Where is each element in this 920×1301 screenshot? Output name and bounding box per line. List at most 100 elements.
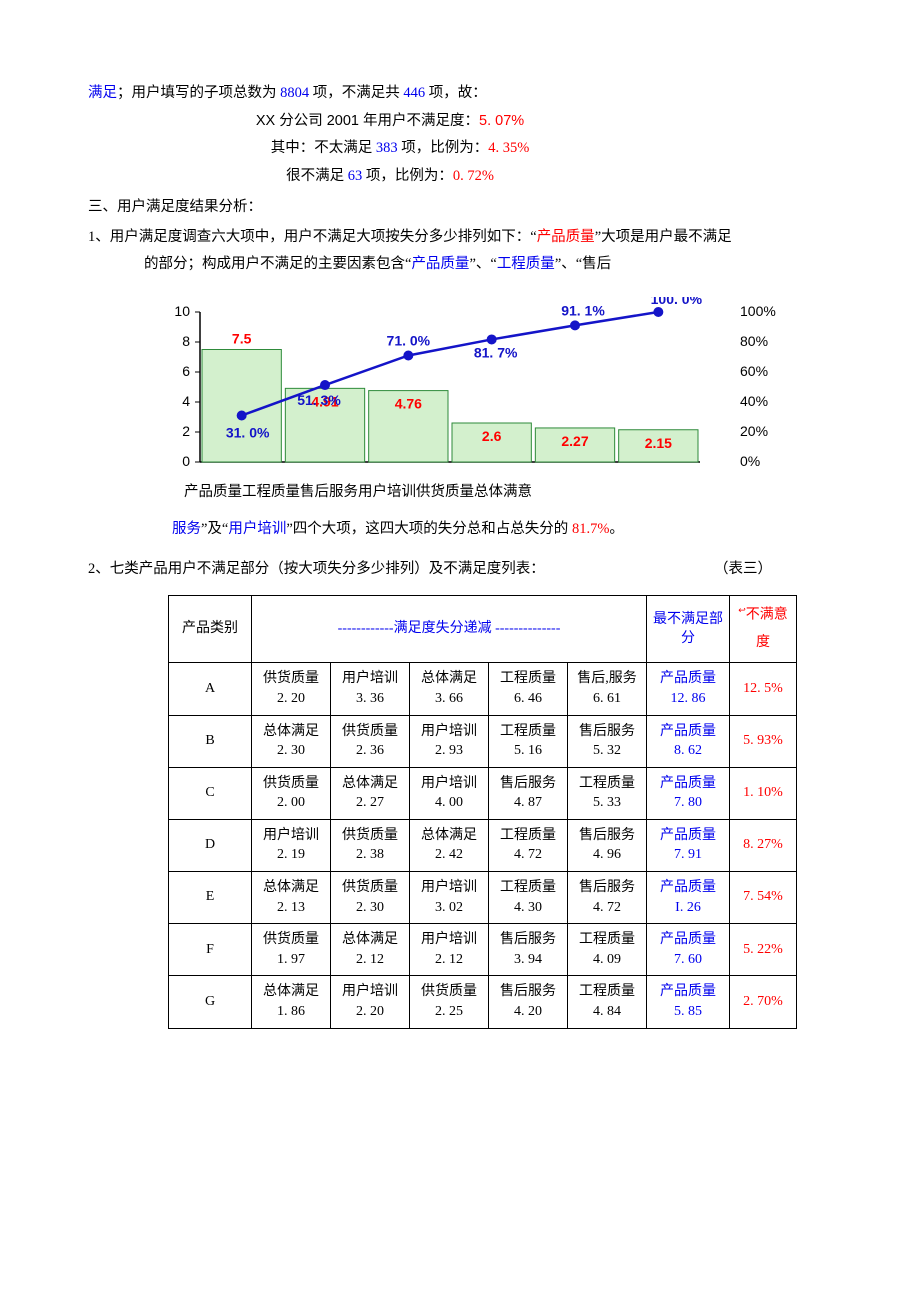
cell-factor: 工程质量4. 84 [568, 976, 647, 1028]
hdr-mid: ------------满足度失分递减 -------------- [252, 596, 647, 663]
svg-text:7.5: 7.5 [232, 330, 252, 346]
svg-text:71. 0%: 71. 0% [387, 332, 431, 348]
cell-factor: 用户培训2. 93 [410, 715, 489, 767]
cell-factor: 售后服务5. 32 [568, 715, 647, 767]
section-3-title: 三、用户满足度结果分析： [88, 194, 832, 222]
cell-factor: 工程质量5. 16 [489, 715, 568, 767]
table-row: B总体满足2. 30供货质量2. 36用户培训2. 93工程质量5. 16售后服… [169, 715, 797, 767]
table-3: 产品类别 ------------满足度失分递减 -------------- … [168, 595, 797, 1028]
paragraph-1-cont: 的部分；构成用户不满足的主要因素包含“产品质量”、“工程质量”、“售后 [88, 251, 832, 279]
cell-factor: 总体满足2. 27 [331, 767, 410, 819]
cell-category: E [169, 872, 252, 924]
cell-factor: 工程质量4. 30 [489, 872, 568, 924]
cell-category: B [169, 715, 252, 767]
table-row: E总体满足2. 13供货质量2. 30用户培训3. 02工程质量4. 30售后服… [169, 872, 797, 924]
cell-factor: 供货质量2. 36 [331, 715, 410, 767]
cell-factor: 总体满足2. 13 [252, 872, 331, 924]
cell-factor: 工程质量6. 46 [489, 663, 568, 715]
cell-factor: 售后服务4. 87 [489, 767, 568, 819]
cell-worst: 产品质量12. 86 [647, 663, 730, 715]
cell-pct: 7. 54% [730, 872, 797, 924]
intro-line-1: 满足；用户填写的子项总数为 8804 项，不满足共 446 项，故： [88, 80, 832, 108]
cell-factor: 售后服务4. 96 [568, 819, 647, 871]
chart-x-labels: 产品质量工程质量售后服务用户培训供货质量总体满意 [184, 477, 780, 507]
cell-worst: 产品质量7. 80 [647, 767, 730, 819]
svg-text:0%: 0% [740, 453, 760, 469]
cell-worst: 产品质量7. 91 [647, 819, 730, 871]
svg-text:81. 7%: 81. 7% [474, 344, 518, 360]
cell-factor: 售后服务4. 20 [489, 976, 568, 1028]
cell-factor: 总体满足2. 42 [410, 819, 489, 871]
svg-text:4.76: 4.76 [395, 395, 422, 411]
cell-worst: 产品质量I. 26 [647, 872, 730, 924]
cell-factor: 售后,服务6. 61 [568, 663, 647, 715]
cell-factor: 工程质量4. 72 [489, 819, 568, 871]
hdr-pct: ↩不满意度 [730, 596, 797, 663]
svg-text:8: 8 [182, 333, 190, 349]
cell-factor: 售后服务3. 94 [489, 924, 568, 976]
cell-category: C [169, 767, 252, 819]
cell-factor: 用户培训2. 12 [410, 924, 489, 976]
cell-category: F [169, 924, 252, 976]
svg-text:91. 1%: 91. 1% [561, 302, 605, 318]
hdr-worst: 最不满足部分 [647, 596, 730, 663]
after-chart-line: 服务”及“用户培训”四个大项，这四大项的失分总和占总失分的 81.7%。 [88, 516, 832, 544]
svg-text:40%: 40% [740, 393, 768, 409]
svg-text:0: 0 [182, 453, 190, 469]
cell-pct: 8. 27% [730, 819, 797, 871]
cell-worst: 产品质量7. 60 [647, 924, 730, 976]
table-row: G总体满足1. 86用户培训2. 20供货质量2. 25售后服务4. 20工程质… [169, 976, 797, 1028]
cell-factor: 用户培训4. 00 [410, 767, 489, 819]
svg-text:20%: 20% [740, 423, 768, 439]
paragraph-2-header: 2、七类产品用户不满足部分（按大项失分多少排列）及不满足度列表： （表三） [88, 556, 832, 584]
table-row: C供货质量2. 00总体满足2. 27用户培训4. 00售后服务4. 87工程质… [169, 767, 797, 819]
cell-pct: 12. 5% [730, 663, 797, 715]
svg-text:6: 6 [182, 363, 190, 379]
svg-text:4: 4 [182, 393, 190, 409]
table-header-row: 产品类别 ------------满足度失分递减 -------------- … [169, 596, 797, 663]
intro-line-3: 其中：不太满足 383 项，比例为：4. 35% [88, 135, 832, 163]
svg-text:60%: 60% [740, 363, 768, 379]
svg-text:100%: 100% [740, 303, 776, 319]
cell-factor: 用户培训3. 02 [410, 872, 489, 924]
cell-factor: 用户培训3. 36 [331, 663, 410, 715]
cell-factor: 供货质量2. 30 [331, 872, 410, 924]
intro-line-2: XX 分公司 2001 年用户不满足度：5. 07% [88, 108, 832, 136]
cell-category: G [169, 976, 252, 1028]
table-row: F供货质量1. 97总体满足2. 12用户培训2. 12售后服务3. 94工程质… [169, 924, 797, 976]
cell-factor: 供货质量2. 00 [252, 767, 331, 819]
hdr-category: 产品类别 [169, 596, 252, 663]
cell-category: A [169, 663, 252, 715]
svg-text:100. 0%: 100. 0% [651, 297, 703, 307]
table-row: D用户培训2. 19供货质量2. 38总体满足2. 42工程质量4. 72售后服… [169, 819, 797, 871]
cell-factor: 供货质量2. 20 [252, 663, 331, 715]
cell-pct: 2. 70% [730, 976, 797, 1028]
svg-text:51. 3%: 51. 3% [297, 392, 341, 408]
cell-worst: 产品质量8. 62 [647, 715, 730, 767]
cell-factor: 用户培训2. 19 [252, 819, 331, 871]
intro-prefix: 满足 [88, 85, 117, 101]
pareto-chart-svg: 0246810 7.54.914.762.62.272.15 31. 0%51.… [140, 297, 780, 477]
cell-factor: 总体满足1. 86 [252, 976, 331, 1028]
cell-factor: 供货质量2. 25 [410, 976, 489, 1028]
cell-pct: 1. 10% [730, 767, 797, 819]
cell-pct: 5. 22% [730, 924, 797, 976]
svg-text:2.6: 2.6 [482, 428, 502, 444]
svg-text:10: 10 [174, 303, 190, 319]
intro-line-4: 很不满足 63 项，比例为：0. 72% [88, 163, 832, 191]
paragraph-1: 1、用户满足度调查六大项中，用户不满足大项按失分多少排列如下：“产品质量”大项是… [88, 224, 832, 252]
svg-text:80%: 80% [740, 333, 768, 349]
svg-text:2.27: 2.27 [561, 433, 588, 449]
svg-text:2.15: 2.15 [645, 435, 672, 451]
cell-factor: 用户培训2. 20 [331, 976, 410, 1028]
svg-text:31. 0%: 31. 0% [226, 424, 270, 440]
cell-category: D [169, 819, 252, 871]
cell-factor: 工程质量4. 09 [568, 924, 647, 976]
cell-pct: 5. 93% [730, 715, 797, 767]
cell-factor: 总体满足2. 12 [331, 924, 410, 976]
cell-factor: 售后服务4. 72 [568, 872, 647, 924]
table-row: A供货质量2. 20用户培训3. 36总体满足3. 66工程质量6. 46售后,… [169, 663, 797, 715]
svg-text:2: 2 [182, 423, 190, 439]
pareto-chart: 0246810 7.54.914.762.62.272.15 31. 0%51.… [140, 297, 780, 507]
cell-factor: 总体满足2. 30 [252, 715, 331, 767]
